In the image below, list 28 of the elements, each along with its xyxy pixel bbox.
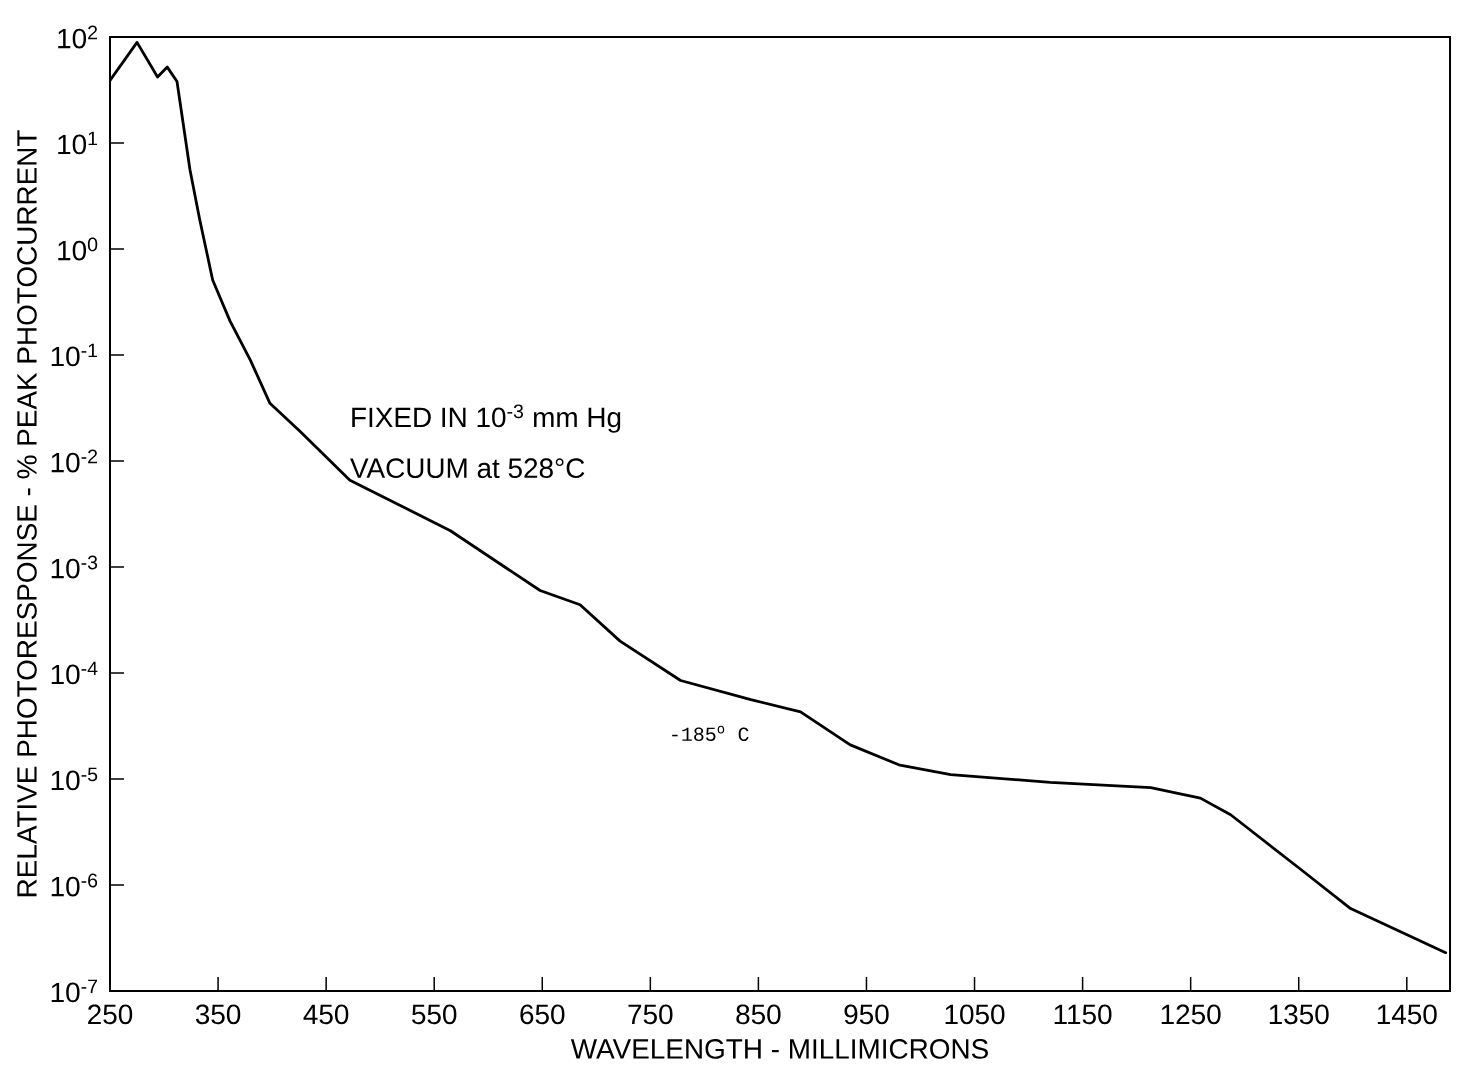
x-tick-label: 1250 bbox=[1161, 1004, 1221, 1025]
y-tick-label: 10$^{-5}$ bbox=[51, 767, 98, 791]
x-tick-label: 1150 bbox=[1054, 1004, 1112, 1025]
y-tick-label: 10$^{0}$ bbox=[58, 237, 98, 261]
y-tick-label: 10$^{-3}$ bbox=[51, 555, 98, 579]
x-tick-label: 250 bbox=[88, 1004, 133, 1025]
annotation: -185$^{o}$ C bbox=[672, 725, 749, 742]
x-axis-title: WAVELENGTH - MILLIMICRONS bbox=[570, 1039, 988, 1059]
x-tick-label: 950 bbox=[844, 1004, 889, 1025]
y-tick-label: 10$^{-6}$ bbox=[51, 873, 98, 897]
x-tick-label: 1350 bbox=[1269, 1004, 1329, 1025]
y-tick-label: 10$^{-4}$ bbox=[51, 661, 98, 685]
y-tick-label: 10$^{-2}$ bbox=[51, 449, 98, 473]
y-tick-label: 10$^{1}$ bbox=[58, 131, 98, 155]
x-tick-label: 650 bbox=[520, 1004, 565, 1025]
y-tick-label: 10$^{-7}$ bbox=[51, 979, 98, 1003]
x-tick-label: 750 bbox=[628, 1004, 673, 1025]
x-tick-label: 1050 bbox=[945, 1004, 1005, 1025]
x-tick-label: 850 bbox=[736, 1004, 781, 1025]
annotation: FIXED IN 10$^{-3}$ mm Hg bbox=[352, 404, 621, 433]
y-axis-title: RELATIVE PHOTORESPONSE - % PEAK PHOTOCURRENT bbox=[17, 130, 37, 897]
y-tick-label: 10$^{-1}$ bbox=[51, 343, 98, 367]
x-tick-label: 450 bbox=[303, 1004, 349, 1025]
x-tick-label: 550 bbox=[412, 1004, 457, 1025]
x-tick-label: 350 bbox=[195, 1004, 241, 1025]
y-tick-label: 10$^{2}$ bbox=[58, 25, 98, 49]
annotation: VACUUM at 528°C bbox=[350, 458, 585, 479]
x-tick-label: 1450 bbox=[1377, 1004, 1437, 1025]
